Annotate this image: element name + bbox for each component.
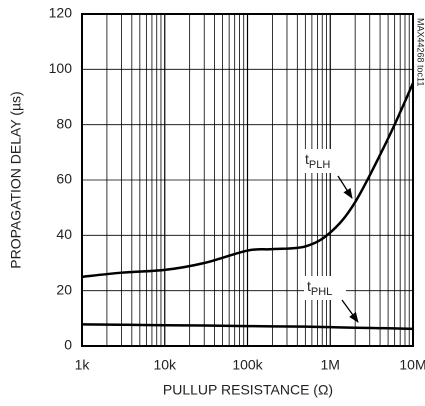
side-note: MAX44268 toc11 [416,18,425,86]
x-tick-label: 1k [75,357,91,373]
annotation-base: t [305,151,309,167]
y-tick-label: 40 [56,226,72,242]
x-axis-label: PULLUP RESISTANCE (Ω) [163,382,333,398]
annotation-bg [302,149,344,173]
annotation: tPLH [305,151,330,171]
annotation-sub: PHL [311,286,332,298]
annotation-arrow [337,175,353,199]
y-tick-label: 20 [56,281,72,297]
y-tick-label: 100 [49,60,73,76]
data-line [81,323,414,331]
x-tick-label: 10k [153,357,177,373]
annotation-bg [304,276,346,300]
data-line [81,82,415,279]
annotation: tPHL [307,278,332,298]
annotation-arrow [341,299,359,323]
annotation-base: t [307,278,311,294]
y-axis-label: PROPAGATION DELAY (µs) [8,91,24,268]
plot-frame [81,13,414,347]
x-tick-label: 1M [321,357,340,373]
y-tick-label: 120 [49,5,73,21]
annotation-sub: PLH [309,159,330,171]
y-tick-label: 60 [56,171,72,187]
x-tick-label: 100k [232,357,263,373]
y-tick-label: 80 [56,115,72,131]
y-tick-label: 0 [64,337,72,353]
x-tick-label: 10M [399,357,425,373]
